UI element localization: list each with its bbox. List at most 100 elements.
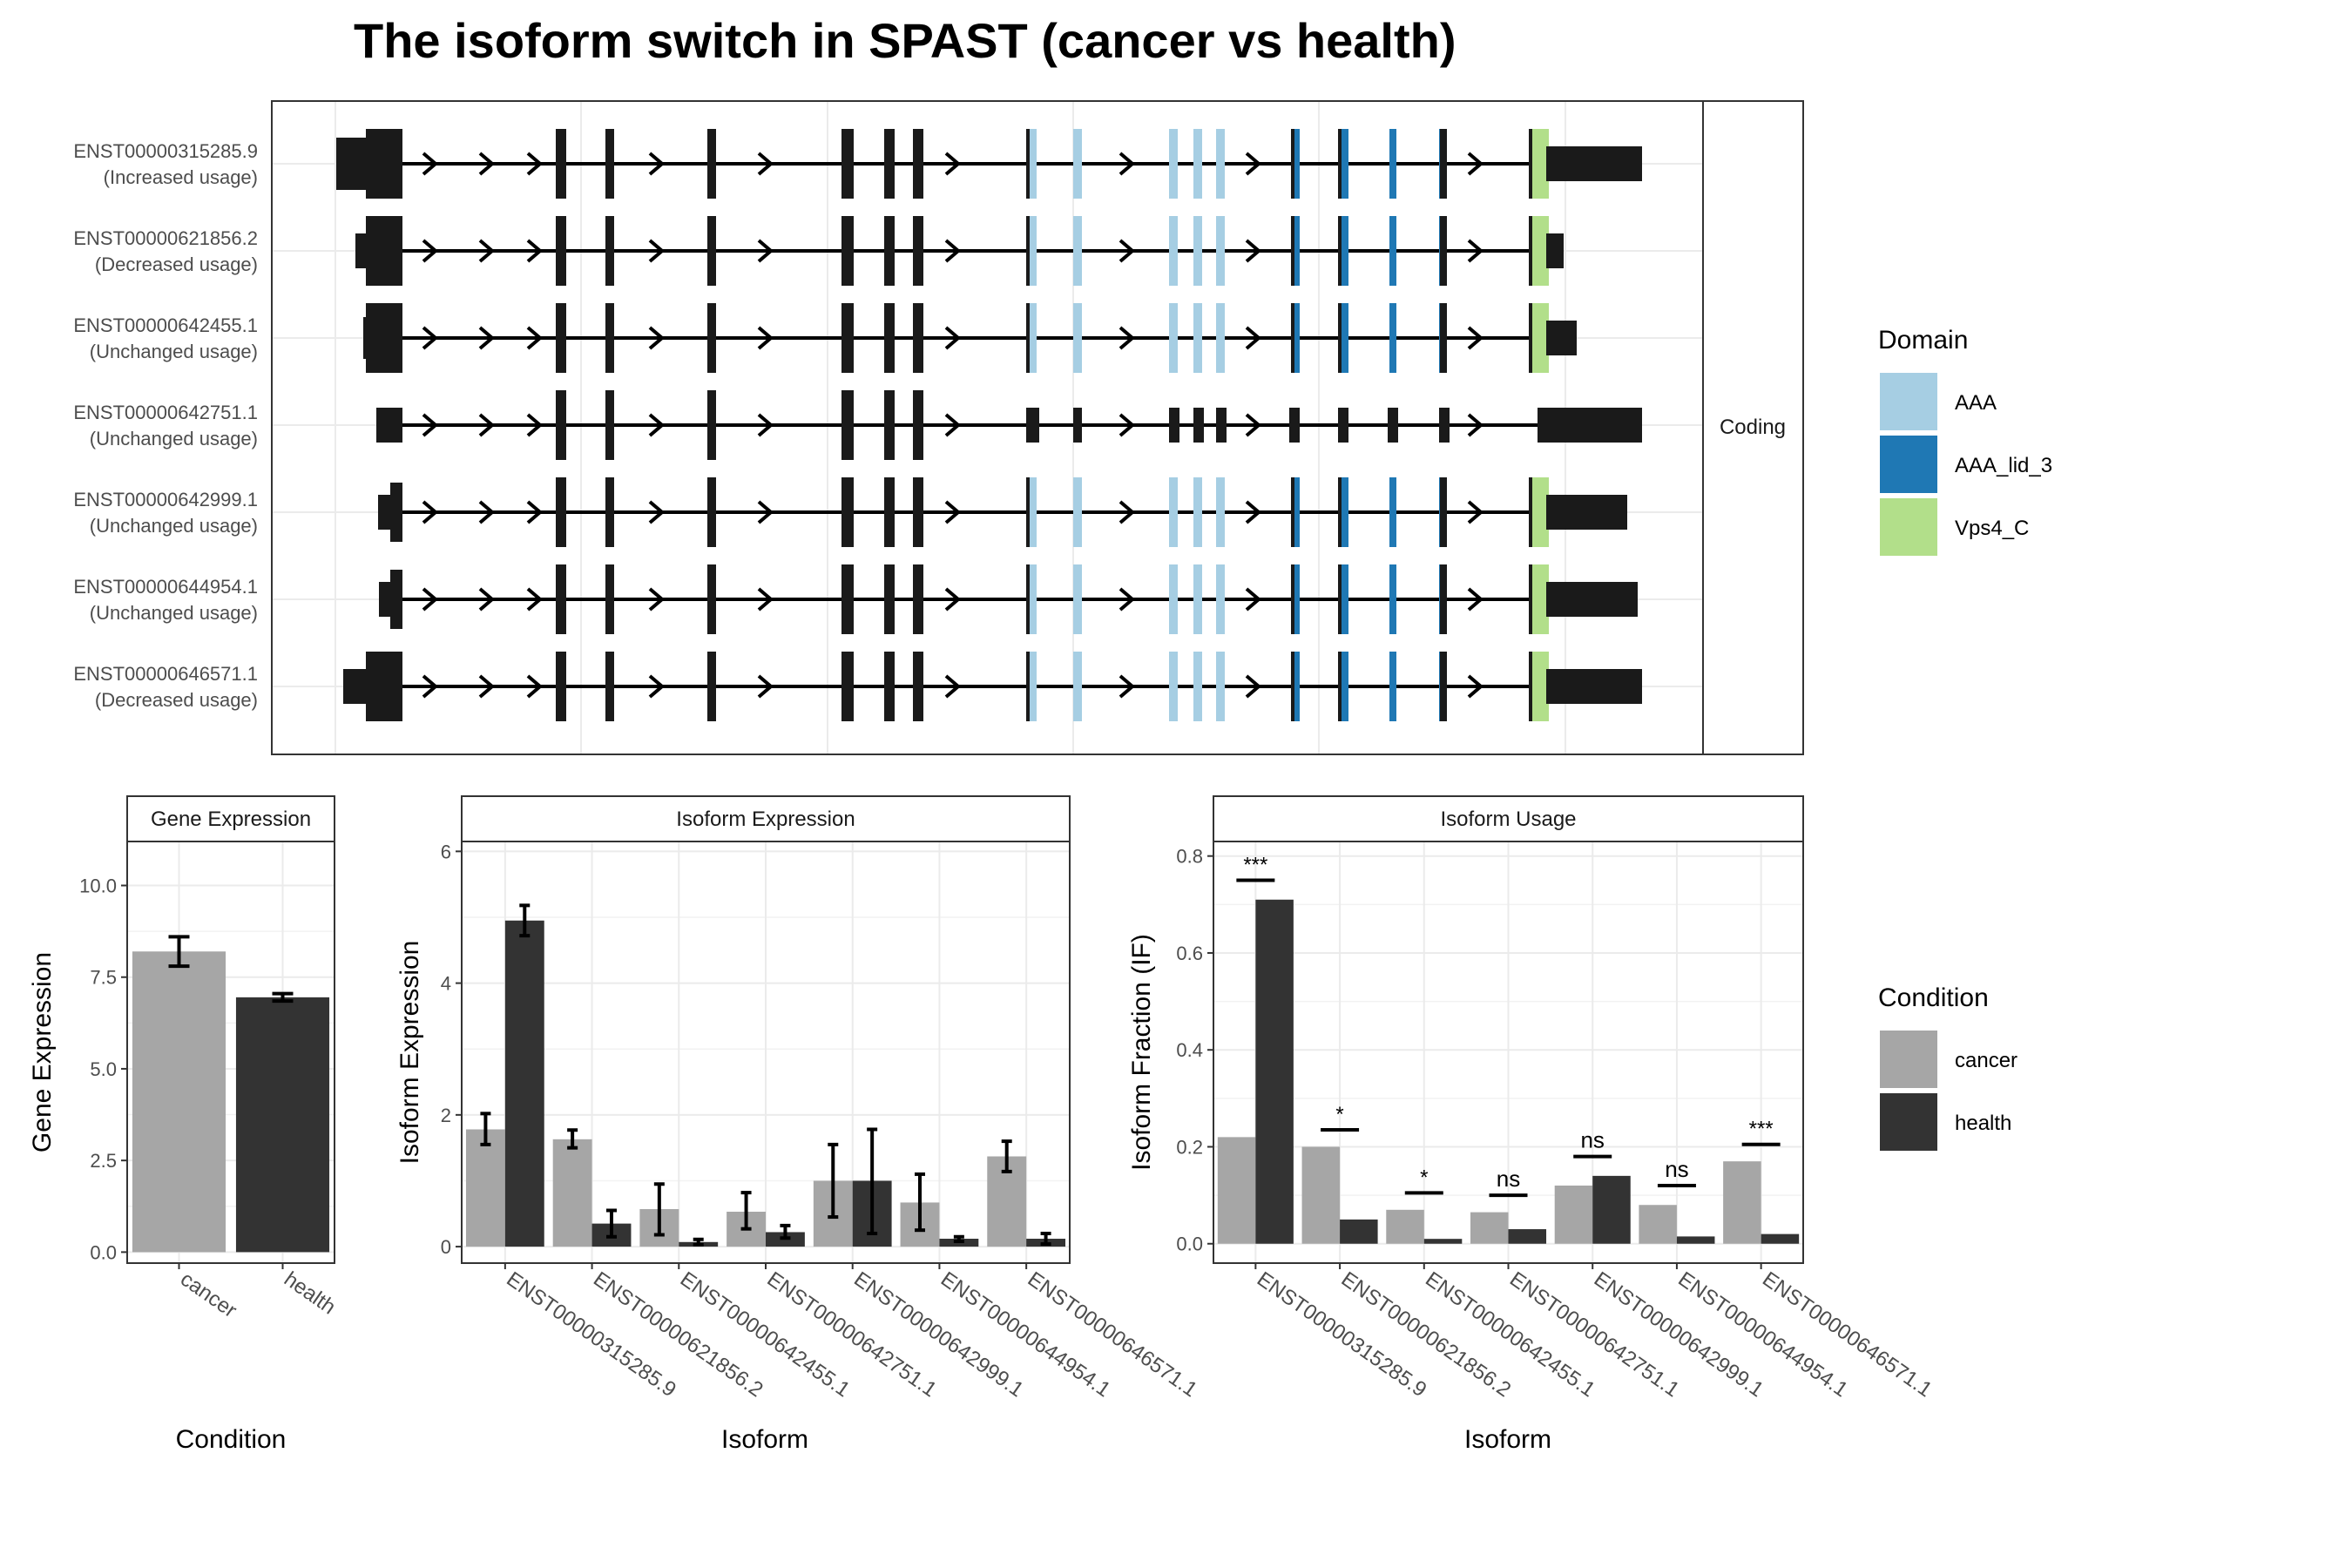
exon-block	[1529, 652, 1532, 721]
strand-chevron	[526, 326, 544, 350]
y-tick-label: 0.2	[1176, 1136, 1203, 1158]
domain-aaa	[1193, 652, 1202, 721]
strand-chevron	[648, 674, 666, 699]
strand-chevron	[422, 587, 439, 612]
domain-aaa	[1216, 652, 1225, 721]
y-axis-label: Isoform Expression	[395, 941, 424, 1165]
exon-block	[1291, 564, 1294, 634]
exon-block	[841, 652, 854, 721]
domain-aaa	[1216, 477, 1225, 547]
bar	[1723, 1161, 1761, 1244]
y-tick-label: 0	[441, 1236, 451, 1258]
y-tick-label: 6	[441, 841, 451, 862]
exon-block	[913, 129, 923, 199]
isoform-id-label: ENST00000642751.1	[73, 402, 258, 423]
exon-block	[707, 216, 716, 286]
strand-chevron	[757, 152, 774, 176]
y-tick-label: 0.0	[90, 1241, 117, 1263]
domain-aaa	[1028, 477, 1037, 547]
exon-block	[707, 477, 716, 547]
domain-aaa	[1193, 129, 1202, 199]
strand-chevron	[478, 239, 496, 263]
y-tick-label: 0.0	[1176, 1233, 1203, 1255]
significance-label: ns	[1665, 1156, 1688, 1182]
condition-legend: Condition cancer health	[1878, 983, 2017, 1151]
strand-chevron	[1245, 326, 1262, 350]
exon-block	[841, 129, 854, 199]
domain-vps4-c	[1531, 564, 1549, 634]
exon-block	[707, 390, 716, 460]
legend-title: Condition	[1878, 983, 1989, 1012]
coding-strip-label: Coding	[1720, 416, 1786, 439]
strand-chevron	[526, 152, 544, 176]
strand-chevron	[757, 413, 774, 437]
exon-block	[1440, 303, 1447, 373]
strand-chevron	[944, 326, 962, 350]
y-tick-label: 7.5	[90, 967, 117, 989]
exon-block	[1026, 652, 1030, 721]
strand-chevron	[1467, 152, 1484, 176]
strand-chevron	[422, 326, 439, 350]
strand-chevron	[1245, 239, 1262, 263]
exon-block	[1291, 303, 1294, 373]
coding-strip	[1702, 100, 1804, 755]
domain-aaa-lid-3	[1294, 303, 1300, 373]
isoform-usage-label: (Increased usage)	[104, 166, 258, 188]
isoform-id-label: ENST00000644954.1	[73, 576, 258, 598]
exon-block	[1529, 564, 1532, 634]
exon-block	[556, 477, 566, 547]
structure-panel-background	[272, 101, 1703, 754]
isoform-structure-row: ENST00000315285.9 (Increased usage)	[73, 129, 1642, 199]
strand-chevron	[1245, 587, 1262, 612]
domain-aaa	[1169, 216, 1178, 286]
exon-block	[1338, 216, 1342, 286]
significance-label: *	[1335, 1103, 1343, 1126]
exon-block	[363, 317, 366, 359]
exon-block	[605, 216, 614, 286]
domain-aaa	[1028, 216, 1037, 286]
exon-block	[366, 216, 402, 286]
y-tick-label: 2.5	[90, 1150, 117, 1172]
x-axis-label: Isoform	[1464, 1425, 1551, 1454]
exon-block	[1440, 129, 1447, 199]
legend-title: Domain	[1878, 326, 1968, 355]
significance-label: ns	[1580, 1127, 1604, 1153]
strand-chevron	[1245, 500, 1262, 524]
significance-label: *	[1420, 1166, 1428, 1189]
domain-aaa	[1169, 303, 1178, 373]
facet-strip-label: Gene Expression	[151, 808, 311, 831]
isoform-id-label: ENST00000642455.1	[73, 314, 258, 336]
domain-aaa	[1216, 303, 1225, 373]
strand-chevron	[648, 239, 666, 263]
exon-block	[378, 495, 390, 530]
x-axis-label: Isoform	[721, 1425, 808, 1454]
bar	[1676, 1236, 1715, 1244]
x-axis-label: Condition	[176, 1425, 287, 1454]
exon-block	[336, 138, 366, 190]
y-tick-label: 2	[441, 1105, 451, 1126]
bar	[1255, 899, 1294, 1244]
strand-chevron	[648, 587, 666, 612]
exon-block	[605, 652, 614, 721]
exon-block	[884, 652, 895, 721]
bar	[1761, 1233, 1800, 1244]
domain-aaa-lid-3	[1389, 477, 1396, 547]
domain-aaa-lid-3	[1294, 477, 1300, 547]
exon-block	[1291, 216, 1294, 286]
strand-chevron	[478, 674, 496, 699]
strand-chevron	[1119, 674, 1136, 699]
isoform-usage-label: (Decreased usage)	[95, 253, 258, 275]
significance-label: ***	[1749, 1118, 1774, 1141]
strand-chevron	[526, 413, 544, 437]
facet-strip-label: Isoform Usage	[1440, 808, 1576, 831]
exon-block	[913, 564, 923, 634]
exon-block	[379, 582, 390, 617]
domain-aaa	[1169, 129, 1178, 199]
isoform-usage-label: (Decreased usage)	[95, 689, 258, 711]
exon-block	[1338, 129, 1342, 199]
legend-label: AAA	[1955, 391, 1997, 415]
domain-aaa	[1216, 129, 1225, 199]
exon-block	[1073, 408, 1082, 443]
strand-chevron	[1467, 500, 1484, 524]
